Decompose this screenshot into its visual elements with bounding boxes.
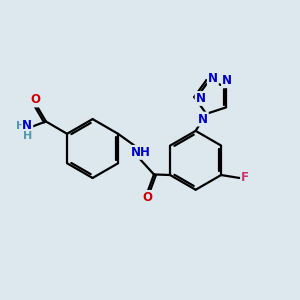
- Text: N: N: [208, 72, 218, 85]
- Text: H: H: [23, 131, 32, 141]
- Text: F: F: [241, 172, 249, 184]
- Text: NH: NH: [130, 146, 150, 159]
- Text: N: N: [22, 119, 32, 132]
- Text: N: N: [196, 92, 206, 105]
- Text: N: N: [198, 112, 208, 126]
- Text: N: N: [222, 74, 232, 87]
- Text: H: H: [16, 121, 25, 130]
- Text: O: O: [31, 93, 41, 106]
- Text: O: O: [142, 191, 152, 204]
